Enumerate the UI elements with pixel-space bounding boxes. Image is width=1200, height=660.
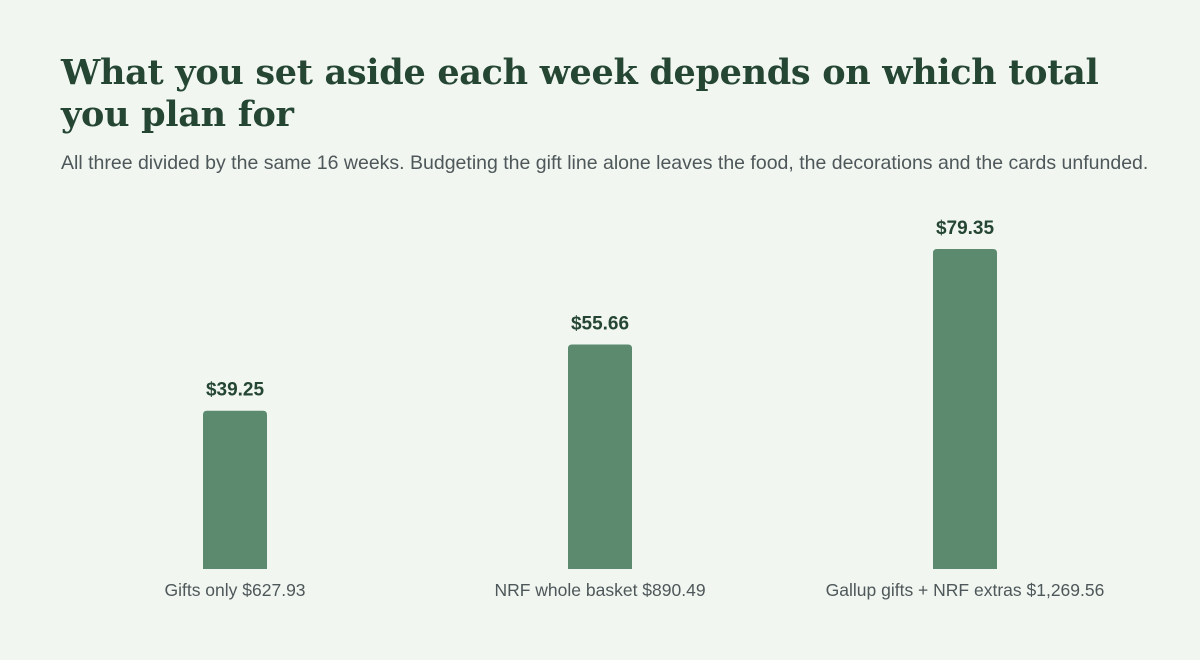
category-label: Gallup gifts + NRF extras $1,269.56 bbox=[826, 580, 1105, 600]
category-label: Gifts only $627.93 bbox=[164, 580, 305, 600]
bar-3 bbox=[933, 249, 997, 569]
bar-value-label: $39.25 bbox=[206, 380, 265, 401]
bar-1 bbox=[203, 410, 267, 569]
category-label: NRF whole basket $890.49 bbox=[494, 580, 705, 600]
chart-subtitle: All three divided by the same 16 weeks. … bbox=[61, 152, 1149, 174]
bar-2 bbox=[568, 344, 632, 569]
chart-title: What you set aside each week depends on … bbox=[61, 52, 1099, 135]
bar-value-label: $55.66 bbox=[571, 314, 629, 335]
bar-value-label: $79.35 bbox=[936, 218, 995, 239]
